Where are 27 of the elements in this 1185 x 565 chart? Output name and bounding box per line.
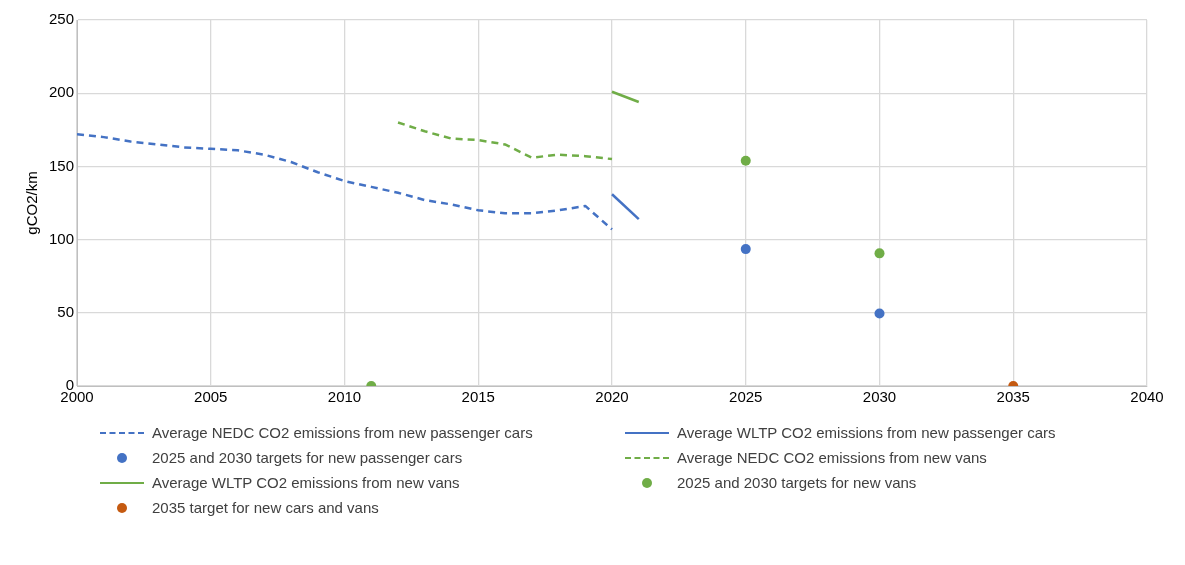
x-tick-label: 2020 bbox=[595, 388, 629, 406]
x-tick-label: 2005 bbox=[194, 388, 228, 406]
x-tick-label: 2010 bbox=[327, 388, 362, 406]
x-tick-label: 2040 bbox=[1130, 388, 1164, 406]
x-tick-label: 2035 bbox=[996, 388, 1030, 406]
legend-label: Average WLTP CO2 emissions from new vans bbox=[152, 474, 460, 491]
legend-label: Average WLTP CO2 emissions from new passenger cars bbox=[677, 424, 1056, 441]
legend-label: 2025 and 2030 targets for new passenger cars bbox=[152, 449, 463, 466]
x-tick-label: 2025 bbox=[729, 388, 763, 406]
legend-label: Average NEDC CO2 emissions from new passenger cars bbox=[152, 424, 533, 441]
y-tick-label: 100 bbox=[49, 229, 75, 247]
y-tick-label: 150 bbox=[49, 156, 75, 174]
point bbox=[740, 155, 751, 166]
y-tick-label: 50 bbox=[57, 302, 75, 320]
y-tick-label: 250 bbox=[49, 10, 75, 28]
y-tick-label: 200 bbox=[49, 83, 75, 101]
legend-label: 2025 and 2030 targets for new vans bbox=[677, 474, 917, 491]
point bbox=[874, 308, 885, 319]
line-series bbox=[396, 121, 614, 161]
line-series bbox=[77, 132, 614, 231]
x-tick-label: 2030 bbox=[862, 388, 897, 406]
point bbox=[874, 248, 885, 259]
x-tick-label: 2015 bbox=[461, 388, 495, 406]
point bbox=[740, 244, 751, 255]
y-axis-title: gCO2/km bbox=[23, 171, 41, 235]
legend-label: 2035 target for new cars and vans bbox=[152, 499, 379, 516]
legend-label: Average NEDC CO2 emissions from new vans bbox=[677, 449, 987, 466]
